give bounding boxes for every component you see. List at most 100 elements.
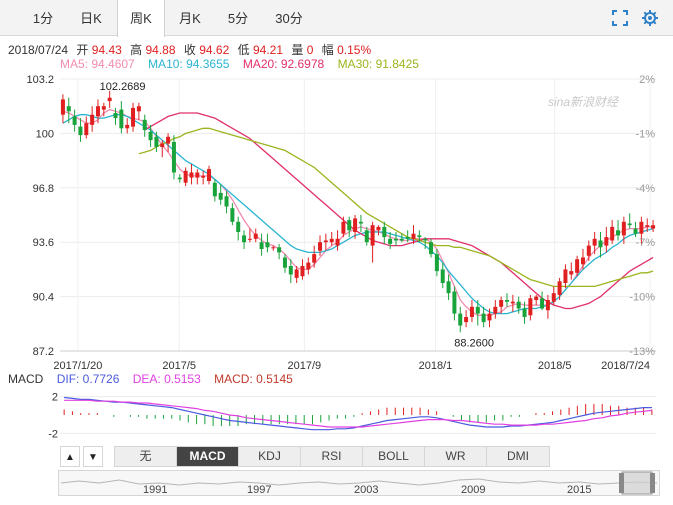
candle-body (358, 221, 363, 224)
candle-body (242, 235, 247, 243)
navigator-right-handle[interactable] (650, 473, 655, 493)
candle-body (551, 293, 556, 302)
tab-30min[interactable]: 30分 (275, 11, 303, 26)
candle-body (306, 262, 311, 270)
candle-body (224, 196, 229, 207)
info-date: 2018/07/24 (8, 43, 69, 57)
candle-body (201, 175, 206, 178)
candle-body (429, 242, 434, 255)
change-value: 0.15% (337, 43, 372, 57)
tab-weekly-k[interactable]: 周K (117, 0, 165, 37)
candle-body (516, 301, 521, 309)
y-tick-label: 103.2 (26, 74, 54, 86)
candle-body (399, 238, 404, 241)
nav-label-1991: 1991 (143, 484, 168, 496)
candle-body (125, 124, 130, 129)
watermark-logo: sina新浪财经 (548, 95, 620, 109)
indicator-tab-none[interactable]: 无 (115, 447, 177, 466)
candle-body (282, 257, 287, 268)
tab-1min[interactable]: 1分 (32, 11, 54, 26)
candle-body (580, 257, 585, 265)
ma5-legend: MA5: 94.4607 (60, 57, 135, 71)
candle-body (417, 235, 422, 238)
candlestick-chart[interactable]: sina新浪财经 103.2 2% 100 -1% 96.8 -4% 93.6 -7% 90.4… (0, 70, 673, 370)
candle-body (469, 306, 474, 317)
candle-body (534, 296, 539, 300)
indicator-tab-rsi[interactable]: RSI (301, 447, 363, 466)
nav-label-1997: 1997 (247, 484, 272, 496)
ma20-legend: MA20: 92.6978 (242, 57, 325, 71)
navigator-left-handle[interactable] (619, 473, 624, 493)
candle-body (621, 221, 626, 236)
candle-body (353, 218, 358, 232)
volume-value: 0 (306, 43, 314, 57)
candle-body (288, 266, 293, 275)
candle-body (481, 313, 486, 323)
candle-body (616, 230, 621, 236)
candle-body (569, 271, 574, 275)
candle-body (586, 245, 591, 256)
candle-body (300, 266, 305, 277)
indicator-tab-kdj[interactable]: KDJ (239, 447, 301, 466)
candle-body (247, 238, 252, 240)
indicator-tab-macd[interactable]: MACD (177, 447, 239, 466)
candle-body (388, 238, 393, 244)
macd-title: MACD (8, 372, 44, 386)
x-tick-label: 2017/9 (288, 360, 322, 370)
candle-body (505, 300, 509, 302)
candle-body (434, 254, 439, 272)
open-value: 94.43 (91, 43, 122, 57)
candle-body (166, 136, 171, 144)
candle-body (136, 106, 141, 112)
candle-body (557, 281, 562, 295)
change-label: 幅 (321, 43, 334, 57)
candle-body (171, 141, 176, 173)
candle-body (66, 106, 71, 112)
candle-body (271, 247, 276, 249)
candle-body (510, 301, 515, 304)
pct-tick-label: -7% (635, 237, 655, 249)
range-navigator[interactable]: 1991 1997 2003 2009 2015 (58, 470, 660, 496)
arrow-down-button[interactable]: ▼ (83, 446, 103, 467)
candle-body (107, 97, 112, 102)
y-tick-label: 100 (36, 128, 54, 140)
tab-5min[interactable]: 5分 (227, 11, 249, 26)
candle-body (236, 221, 241, 232)
tab-monthly-k[interactable]: 月K (179, 11, 201, 26)
navigator-window[interactable] (621, 471, 653, 495)
candle-body (610, 226, 615, 241)
y-tick-label: 96.8 (33, 183, 54, 195)
indicator-tab-boll[interactable]: BOLL (363, 447, 425, 466)
y-tick-label: 93.6 (33, 237, 54, 249)
ma-legend: MA5: 94.4607 MA10: 94.3655 MA20: 92.6978… (60, 57, 429, 71)
dea-legend: DEA: 0.5153 (132, 372, 201, 386)
ma-line-ma10 (62, 114, 654, 315)
x-tick-label: 2018/1 (419, 360, 453, 370)
dif-legend: DIF: 0.7726 (56, 372, 120, 386)
candle-body (312, 254, 317, 263)
settings-icon[interactable] (641, 9, 659, 27)
indicator-tab-dmi[interactable]: DMI (507, 449, 529, 463)
min-price-annotation: 88.2600 (454, 337, 494, 349)
indicator-tab-wr[interactable]: WR (425, 447, 487, 466)
tab-daily-k[interactable]: 日K (80, 11, 102, 26)
candle-body (131, 107, 136, 127)
candle-body (329, 238, 334, 243)
candle-body (598, 240, 603, 248)
volume-label: 量 (291, 43, 304, 57)
candle-body (347, 220, 352, 231)
candle-body (370, 225, 375, 246)
macd-chart[interactable]: 2 -2 (0, 386, 673, 444)
nav-label-2015: 2015 (567, 484, 592, 496)
candle-body (265, 242, 270, 248)
candle-body (499, 300, 504, 307)
candle-body (341, 221, 346, 234)
candle-body (639, 221, 644, 234)
arrow-up-button[interactable]: ▲ (60, 446, 80, 467)
candle-body (259, 242, 264, 249)
close-value: 94.62 (199, 43, 230, 57)
navigator-sparkline (60, 478, 658, 486)
candle-body (277, 247, 282, 253)
fullscreen-icon[interactable] (611, 9, 629, 27)
candle-body (405, 237, 410, 239)
